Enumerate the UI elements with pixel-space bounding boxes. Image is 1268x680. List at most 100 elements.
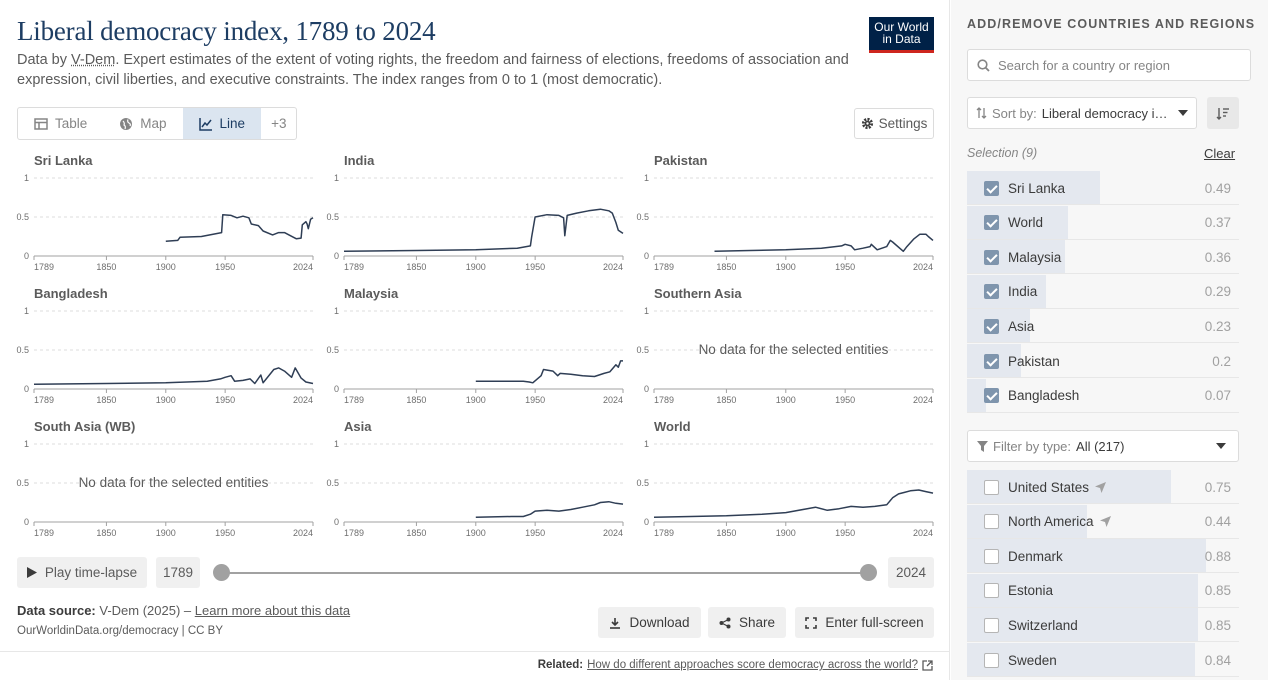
entity-row-bangladesh[interactable]: Bangladesh 0.07 xyxy=(967,378,1239,413)
entity-value: 0.85 xyxy=(1204,583,1231,599)
fullscreen-label: Enter full-screen xyxy=(825,615,924,630)
x-tick-label: 1950 xyxy=(215,528,235,538)
entity-row-malaysia[interactable]: Malaysia 0.36 xyxy=(967,240,1239,275)
checkbox[interactable] xyxy=(984,652,999,668)
entity-row-sweden[interactable]: Sweden 0.84 xyxy=(967,643,1239,677)
entity-row-sri-lanka[interactable]: Sri Lanka 0.49 xyxy=(967,171,1239,205)
sort-order-button[interactable] xyxy=(1207,97,1239,129)
tab-map[interactable]: Map xyxy=(103,108,182,139)
checkbox[interactable] xyxy=(984,617,999,633)
panel-title: Southern Asia xyxy=(654,286,742,301)
search-box[interactable] xyxy=(967,49,1251,81)
fullscreen-button[interactable]: Enter full-screen xyxy=(795,607,934,638)
y-tick-label: 0 xyxy=(334,384,339,394)
entity-row-switzerland[interactable]: Switzerland 0.85 xyxy=(967,608,1239,643)
entity-value: 0.36 xyxy=(1204,249,1231,265)
checkbox[interactable] xyxy=(984,514,999,530)
panel-title: Malaysia xyxy=(344,286,399,301)
x-tick-label: 1850 xyxy=(406,528,426,538)
entity-value: 0.85 xyxy=(1204,617,1231,633)
selection-count: Selection (9) xyxy=(967,146,1038,160)
checkbox[interactable] xyxy=(984,215,999,231)
vdem-link[interactable]: V-Dem xyxy=(71,52,116,68)
learn-more-link[interactable]: Learn more about this data xyxy=(194,603,351,618)
entity-row-pakistan[interactable]: Pakistan 0.2 xyxy=(967,344,1239,378)
row-divider xyxy=(967,342,1239,344)
value-bar xyxy=(967,470,1171,504)
x-tick-label: 1900 xyxy=(466,528,486,538)
entity-row-north-america[interactable]: North America 0.44 xyxy=(967,504,1239,539)
checkbox[interactable] xyxy=(984,318,999,334)
x-tick-label: 1789 xyxy=(34,395,54,405)
share-label: Share xyxy=(738,615,776,630)
play-timelapse-button[interactable]: Play time-lapse xyxy=(17,557,147,588)
entity-name: India xyxy=(1008,284,1037,299)
download-label: Download xyxy=(629,615,690,630)
settings-button[interactable]: Settings xyxy=(854,108,934,139)
tab-more[interactable]: +3 xyxy=(261,108,296,139)
entity-name-text: Denmark xyxy=(1008,548,1063,564)
entity-name: Pakistan xyxy=(1008,354,1060,369)
x-tick-label: 1900 xyxy=(776,528,796,538)
entity-name: Denmark xyxy=(1008,549,1063,564)
entity-row-asia[interactable]: Asia 0.23 xyxy=(967,309,1239,344)
owid-logo[interactable]: Our World in Data xyxy=(869,17,934,53)
checkbox[interactable] xyxy=(984,583,999,599)
series-line xyxy=(475,500,624,519)
entity-name: Sweden xyxy=(1008,653,1057,668)
clear-selection-button[interactable]: Clear xyxy=(1204,146,1236,161)
x-tick-label: 1789 xyxy=(654,262,674,272)
row-divider xyxy=(967,238,1239,240)
search-input[interactable] xyxy=(998,57,1238,73)
checkbox[interactable] xyxy=(984,388,999,404)
end-year[interactable]: 2024 xyxy=(888,557,934,588)
sort-dropdown[interactable]: Sort by: Liberal democracy index xyxy=(967,97,1197,129)
y-tick-label: 1 xyxy=(334,306,339,316)
checkbox[interactable] xyxy=(984,479,999,495)
chart-panel: Liberal democracy index, 1789 to 2024 Da… xyxy=(0,0,950,680)
x-tick-label: 1850 xyxy=(96,395,116,405)
filter-icon xyxy=(977,440,988,452)
y-tick-label: 0.5 xyxy=(636,212,649,222)
y-tick-label: 0 xyxy=(644,517,649,527)
checkbox[interactable] xyxy=(984,249,999,265)
entity-value: 0.37 xyxy=(1204,215,1231,231)
value-bar xyxy=(967,378,987,413)
entity-row-india[interactable]: India 0.29 xyxy=(967,274,1239,309)
checkbox[interactable] xyxy=(984,180,999,196)
entity-row-world[interactable]: World 0.37 xyxy=(967,205,1239,240)
entity-value: 0.49 xyxy=(1204,180,1231,196)
timeline-track[interactable] xyxy=(222,572,868,574)
chart-tabs: Table Map Line +3 xyxy=(17,107,298,140)
filter-dropdown[interactable]: Filter by type: All (217) xyxy=(967,430,1239,462)
tab-more-label: +3 xyxy=(271,116,287,131)
value-bar xyxy=(967,573,1199,608)
x-tick-label: 1950 xyxy=(835,528,855,538)
related-link[interactable]: How do different approaches score democr… xyxy=(587,659,918,671)
entity-name-text: Switzerland xyxy=(1008,617,1078,633)
panel-title: Asia xyxy=(344,419,372,434)
y-tick-label: 0 xyxy=(24,384,29,394)
timeline-end-handle[interactable] xyxy=(860,564,877,581)
x-tick-label: 2024 xyxy=(293,262,313,272)
entity-row-united-states[interactable]: United States 0.75 xyxy=(967,470,1239,504)
start-year[interactable]: 1789 xyxy=(156,557,200,588)
tab-table[interactable]: Table xyxy=(18,108,103,139)
checkbox[interactable] xyxy=(984,284,999,300)
y-tick-label: 0 xyxy=(644,251,649,261)
share-button[interactable]: Share xyxy=(708,607,786,638)
checkbox[interactable] xyxy=(984,548,999,564)
x-tick-label: 1900 xyxy=(156,262,176,272)
entity-value: 0.23 xyxy=(1204,318,1231,334)
entity-row-estonia[interactable]: Estonia 0.85 xyxy=(967,573,1239,608)
entity-row-denmark[interactable]: Denmark 0.88 xyxy=(967,539,1239,574)
row-divider xyxy=(967,307,1239,309)
panel-world: World 0 0.5 1 1789 1850 1900 1950 2024 xyxy=(636,419,934,538)
tab-line[interactable]: Line xyxy=(182,108,262,139)
download-button[interactable]: Download xyxy=(598,607,701,638)
checkbox[interactable] xyxy=(984,353,999,369)
entity-name: Malaysia xyxy=(1008,250,1061,265)
timeline-start-handle[interactable] xyxy=(213,564,230,581)
panel-malaysia: Malaysia 0 0.5 1 1789 1850 1900 1950 2024 xyxy=(326,286,624,405)
y-tick-label: 1 xyxy=(644,439,649,449)
